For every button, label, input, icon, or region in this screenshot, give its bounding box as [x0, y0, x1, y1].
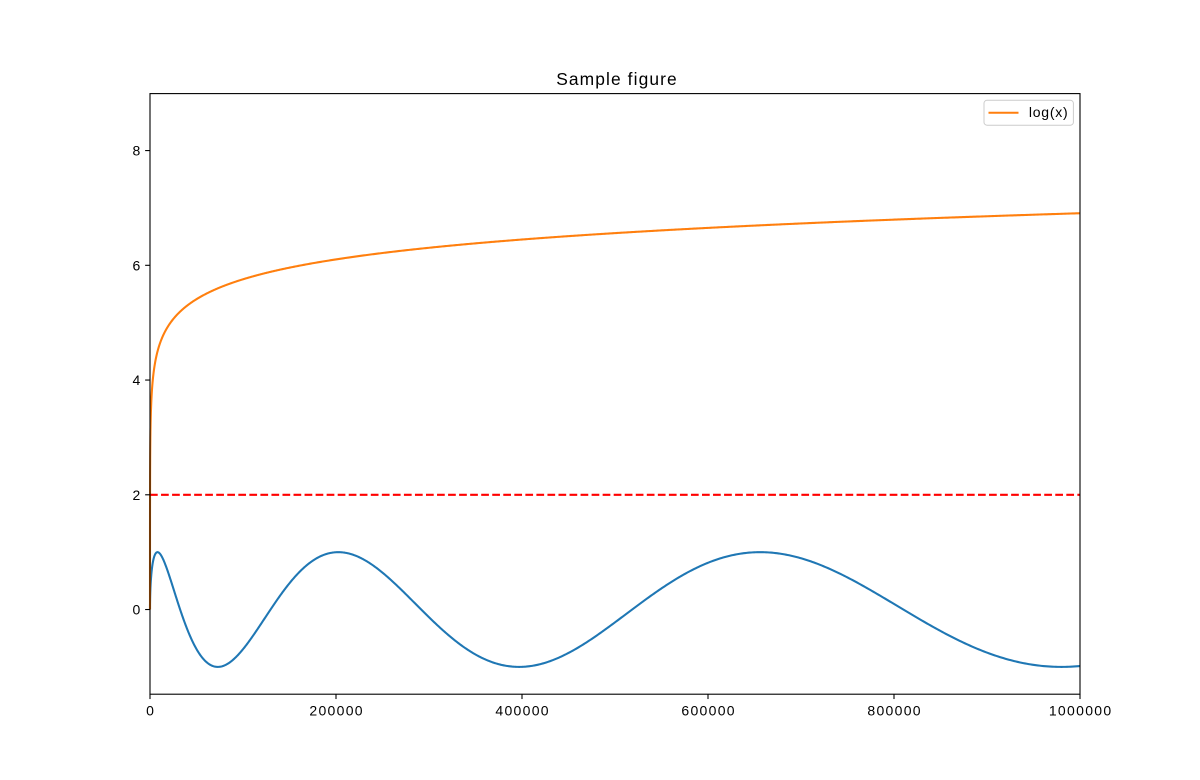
svg-text:400000: 400000 — [495, 702, 550, 718]
svg-text:6: 6 — [133, 257, 141, 273]
svg-text:2: 2 — [133, 487, 141, 503]
svg-text:800000: 800000 — [867, 702, 922, 718]
svg-text:8: 8 — [133, 143, 141, 159]
svg-text:600000: 600000 — [681, 702, 736, 718]
svg-text:Sample figure: Sample figure — [556, 69, 678, 89]
svg-text:4: 4 — [133, 372, 141, 388]
svg-text:0: 0 — [133, 602, 141, 618]
svg-text:log(x): log(x) — [1029, 104, 1069, 120]
svg-text:1000000: 1000000 — [1049, 702, 1113, 718]
svg-text:200000: 200000 — [309, 702, 364, 718]
svg-text:0: 0 — [146, 702, 155, 718]
